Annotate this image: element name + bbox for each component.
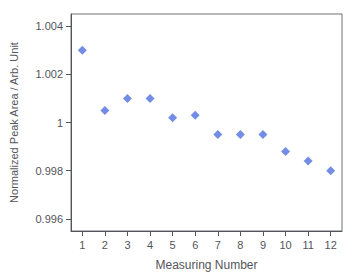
svg-text:Measuring Number: Measuring Number	[155, 258, 257, 272]
svg-text:12: 12	[325, 239, 337, 251]
svg-text:9: 9	[260, 239, 266, 251]
svg-text:1: 1	[57, 117, 63, 129]
svg-text:4: 4	[147, 239, 153, 251]
svg-text:11: 11	[302, 239, 313, 251]
svg-text:1.002: 1.002	[35, 68, 63, 80]
svg-text:5: 5	[170, 239, 176, 251]
svg-text:3: 3	[124, 239, 130, 251]
svg-text:1.004: 1.004	[35, 20, 63, 32]
svg-text:0.998: 0.998	[35, 165, 63, 177]
svg-text:2: 2	[102, 239, 108, 251]
svg-text:6: 6	[192, 239, 198, 251]
svg-text:10: 10	[279, 239, 291, 251]
svg-text:7: 7	[215, 239, 221, 251]
svg-text:Normalized Peak Area / Arb. Un: Normalized Peak Area / Arb. Unit	[8, 42, 20, 203]
svg-text:1: 1	[79, 239, 85, 251]
svg-text:0.996: 0.996	[35, 213, 63, 225]
svg-text:8: 8	[237, 239, 243, 251]
